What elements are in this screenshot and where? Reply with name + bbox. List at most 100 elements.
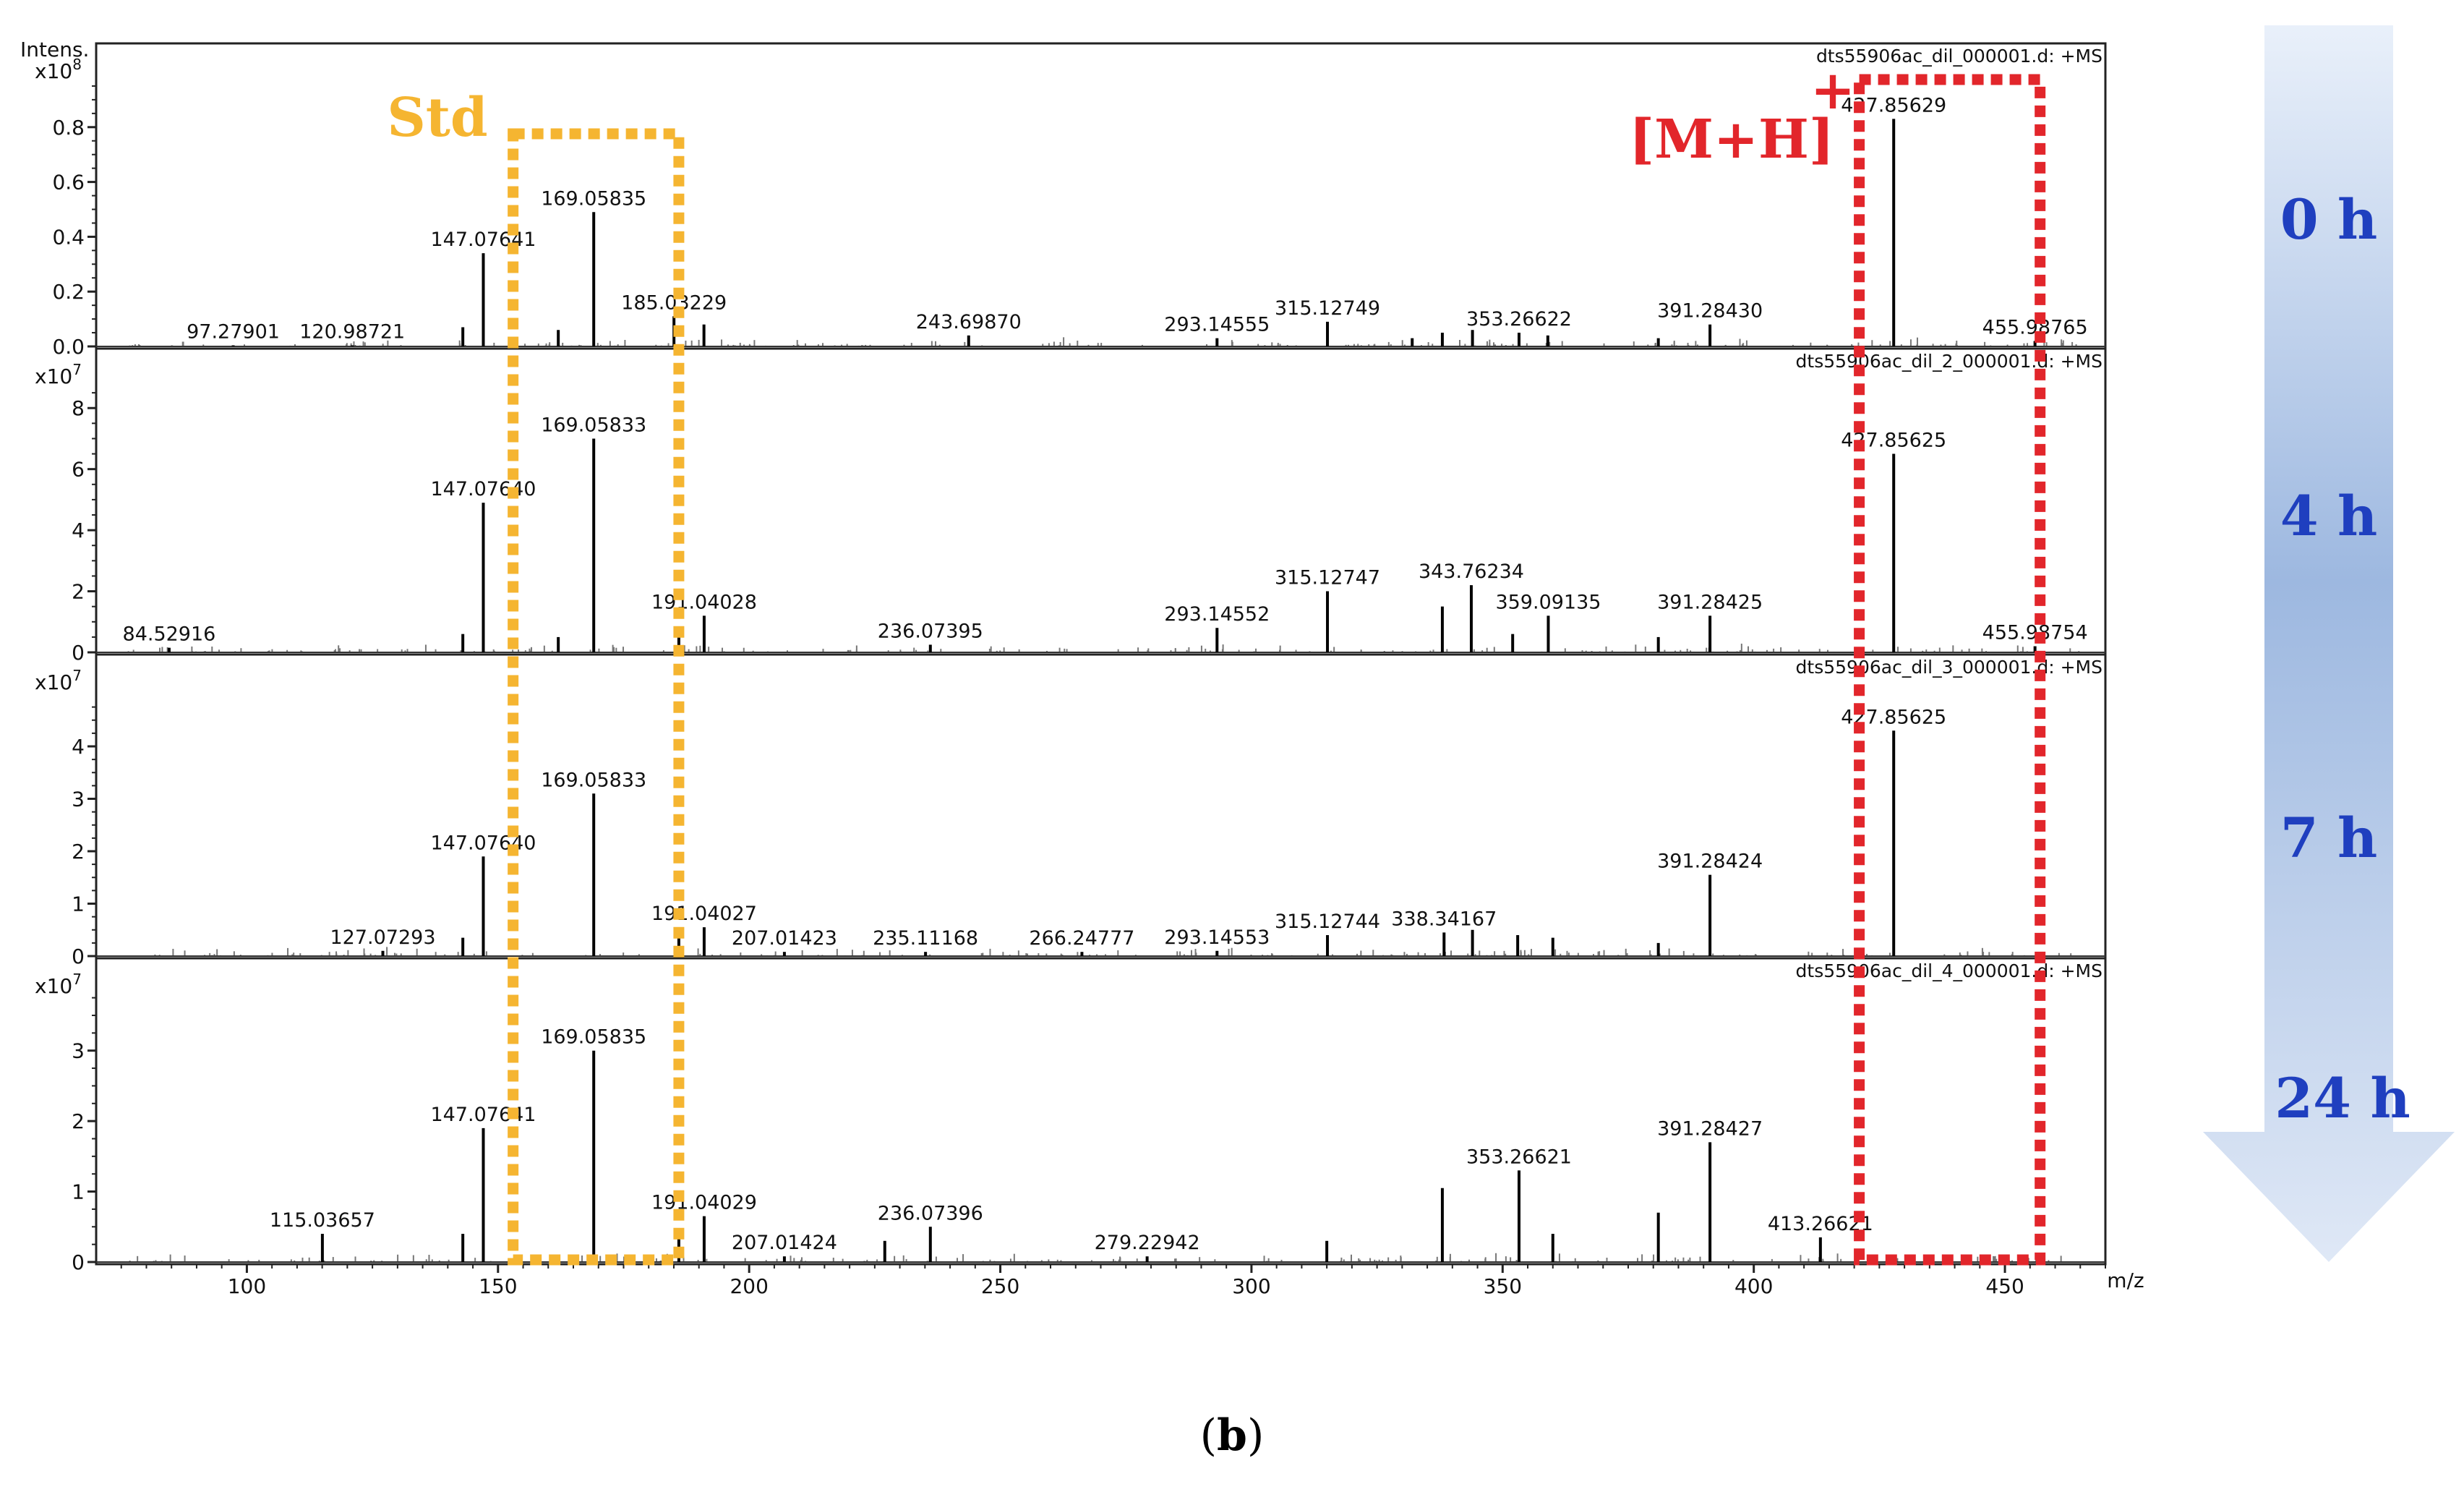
panel-frame bbox=[95, 347, 2107, 656]
x-tick-label: 350 bbox=[1484, 1274, 1522, 1298]
y-scale-base: x10 bbox=[35, 974, 72, 998]
peak-label-147-07640: 147.07640 bbox=[430, 478, 536, 500]
box-label-mh-superscript: + bbox=[1810, 59, 1855, 122]
caption-open-paren: ( bbox=[1200, 1410, 1217, 1461]
y-tick-label: 0 bbox=[72, 1250, 85, 1274]
y-tick-label: 6 bbox=[72, 458, 85, 482]
x-tick-label: 450 bbox=[1985, 1274, 2024, 1298]
y-tick-label: 0.6 bbox=[52, 171, 85, 195]
peak-label-315-12744: 315.12744 bbox=[1275, 911, 1380, 933]
time-label-0h: 0 h bbox=[2280, 187, 2378, 252]
peak-label-266-24777: 266.24777 bbox=[1029, 927, 1134, 950]
y-scale-base: x10 bbox=[35, 365, 72, 388]
y-tick-label: 4 bbox=[72, 519, 85, 542]
y-axis-title: Intens. bbox=[20, 38, 89, 61]
peak-label-243-69870: 243.69870 bbox=[916, 311, 1022, 333]
y-tick-label: 3 bbox=[72, 1039, 85, 1063]
y-scale-exponent: 7 bbox=[72, 971, 82, 988]
box-label-mh: [M+H] bbox=[1629, 108, 1834, 171]
peak-label-236-07396: 236.07396 bbox=[878, 1202, 983, 1224]
y-scale-label: x107 bbox=[35, 361, 82, 388]
peak-label-207-01423: 207.01423 bbox=[732, 927, 837, 950]
peak-label-84-52916: 84.52916 bbox=[123, 623, 216, 646]
y-tick-label: 2 bbox=[72, 580, 85, 604]
x-tick-label: 100 bbox=[228, 1274, 266, 1298]
peak-label-353-26622: 353.26622 bbox=[1466, 308, 1572, 331]
peak-label-191-04029: 191.04029 bbox=[651, 1192, 757, 1214]
box-label-std: Std bbox=[387, 87, 487, 149]
peak-label-147-07641: 147.07641 bbox=[430, 1104, 536, 1126]
x-tick-label: 250 bbox=[981, 1274, 1019, 1298]
peak-label-315-12747: 315.12747 bbox=[1275, 567, 1380, 589]
peak-label-353-26621: 353.26621 bbox=[1466, 1146, 1572, 1168]
spectrum-panel-3: x107 dts55906ac_dil_3_000001.d: +MS 0 1 2 3 4 1… bbox=[35, 653, 2107, 968]
panel-file-label: dts55906ac_dil_4_000001.d: +MS bbox=[1796, 960, 2102, 981]
x-axis: 100 150 200 250 300 350 400 450 m/z bbox=[120, 1264, 2144, 1298]
peak-label-315-12749: 315.12749 bbox=[1275, 297, 1380, 320]
peak-label-293-14552: 293.14552 bbox=[1164, 603, 1270, 626]
peak-label-191-04027: 191.04027 bbox=[651, 903, 757, 925]
peak-label-391-28427: 391.28427 bbox=[1657, 1117, 1763, 1140]
y-scale-label: x108 bbox=[35, 56, 82, 83]
panel-file-label: dts55906ac_dil_000001.d: +MS bbox=[1816, 46, 2102, 67]
spectrum-panel-2: x107 dts55906ac_dil_2_000001.d: +MS 0 2 4 6 8 8… bbox=[35, 347, 2107, 665]
x-axis-label: m/z bbox=[2107, 1269, 2144, 1292]
y-scale-label: x107 bbox=[35, 971, 82, 998]
y-tick-label: 8 bbox=[72, 396, 85, 420]
peak-label-120-98721: 120.98721 bbox=[299, 320, 405, 343]
peak-label-279-22942: 279.22942 bbox=[1095, 1232, 1200, 1254]
y-tick-label: 3 bbox=[72, 788, 85, 811]
y-tick-label: 1 bbox=[72, 1180, 85, 1204]
time-arrow-shape bbox=[2203, 25, 2455, 1262]
baseline-noise bbox=[121, 644, 2080, 652]
y-tick-label: 0.2 bbox=[52, 280, 85, 304]
spectrum-panel-4: x107 dts55906ac_dil_4_000001.d: +MS 0 1 2 3 11… bbox=[35, 957, 2107, 1274]
peak-label-391-28425: 391.28425 bbox=[1657, 591, 1763, 613]
y-tick-label: 4 bbox=[72, 735, 85, 759]
panel-frame bbox=[95, 653, 2107, 960]
spectrum-panels: x108 dts55906ac_dil_000001.d: +MS0.00.20.… bbox=[35, 42, 2107, 1274]
panel-file-label: dts55906ac_dil_3_000001.d: +MS bbox=[1796, 657, 2102, 678]
time-arrow: 0 h 4 h 7 h 24 h bbox=[2203, 25, 2455, 1262]
x-tick-label: 400 bbox=[1734, 1274, 1773, 1298]
peak-label-207-01424: 207.01424 bbox=[732, 1232, 837, 1254]
peak-label-236-07395: 236.07395 bbox=[878, 620, 983, 642]
y-tick-label: 2 bbox=[72, 1109, 85, 1133]
peak-label-191-04028: 191.04028 bbox=[651, 591, 757, 613]
peak-label-169-05835: 169.05835 bbox=[541, 187, 646, 210]
y-scale-exponent: 7 bbox=[72, 667, 82, 684]
y-tick-label: 0 bbox=[72, 641, 85, 665]
y-scale-exponent: 8 bbox=[72, 56, 82, 73]
spectrum-panel-1: x108 dts55906ac_dil_000001.d: +MS 0.0 0.2 0.… bbox=[35, 42, 2107, 359]
peak-label-235-11168: 235.11168 bbox=[873, 927, 978, 950]
y-scale-label: x107 bbox=[35, 667, 82, 694]
peak-label-343-76234: 343.76234 bbox=[1419, 560, 1524, 583]
highlight-boxes: Std [M+H]+ bbox=[387, 59, 2046, 1266]
y-tick-label: 0.4 bbox=[52, 225, 85, 249]
y-tick-label: 0.0 bbox=[52, 335, 85, 359]
peak-label-391-28430: 391.28430 bbox=[1657, 300, 1763, 323]
highlight-box-std bbox=[508, 128, 685, 1266]
peak-label-293-14553: 293.14553 bbox=[1164, 926, 1270, 949]
caption-close-paren: ) bbox=[1247, 1410, 1264, 1461]
y-scale-exponent: 7 bbox=[72, 361, 82, 378]
y-scale-base: x10 bbox=[35, 670, 72, 694]
y-tick-label: 0 bbox=[72, 945, 85, 968]
time-label-4h: 4 h bbox=[2280, 484, 2378, 548]
peak-label-338-34167: 338.34167 bbox=[1391, 908, 1497, 930]
baseline-noise bbox=[129, 337, 2077, 346]
y-tick-label: 1 bbox=[72, 892, 85, 916]
caption-letter: b bbox=[1217, 1410, 1247, 1461]
figure-caption: (b) bbox=[1200, 1410, 1265, 1461]
peak-label-127-07293: 127.07293 bbox=[330, 926, 436, 949]
y-tick-label: 0.8 bbox=[52, 116, 85, 140]
peak-label-169-05835: 169.05835 bbox=[541, 1026, 646, 1049]
time-label-7h: 7 h bbox=[2280, 806, 2378, 870]
baseline-noise bbox=[124, 1253, 2074, 1262]
peak-label-147-07640: 147.07640 bbox=[430, 832, 536, 854]
peak-label-115-03657: 115.03657 bbox=[270, 1209, 375, 1232]
y-scale-base: x10 bbox=[35, 59, 72, 83]
highlight-box-mh bbox=[1854, 74, 2046, 1266]
